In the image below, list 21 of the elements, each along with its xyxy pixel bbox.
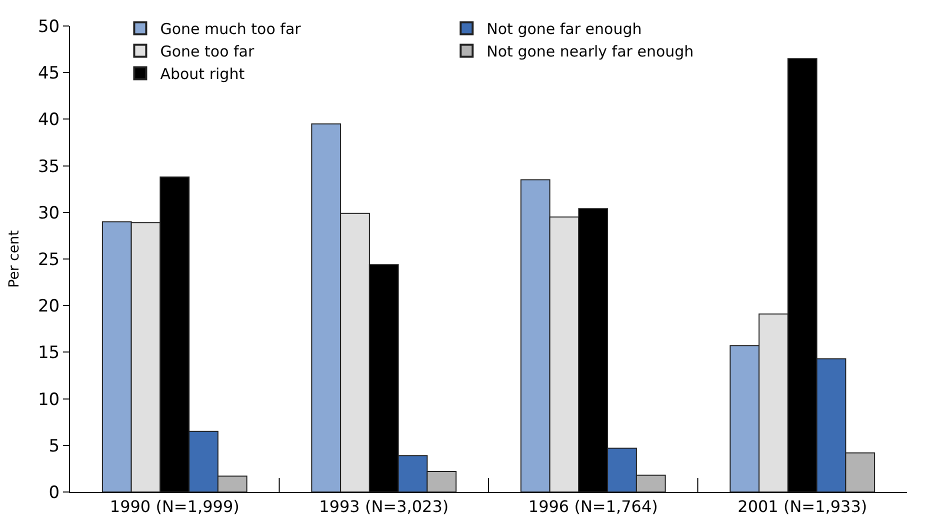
x-tick-label: 1990 (N=1,999) <box>110 497 240 516</box>
y-tick-label: 0 <box>48 482 60 503</box>
y-tick-label: 10 <box>38 390 60 410</box>
legend-label: Not gone far enough <box>486 20 642 38</box>
y-tick-label: 30 <box>38 203 60 224</box>
legend-label: Gone much too far <box>160 20 302 38</box>
y-tick-label: 20 <box>38 296 60 317</box>
legend-label: About right <box>160 65 245 84</box>
y-axis-title: Per cent <box>6 230 23 288</box>
y-tick-label: 15 <box>38 343 60 364</box>
y-tick-label: 5 <box>48 436 60 456</box>
legend-label: Gone too far <box>160 42 255 61</box>
y-tick-label: 50 <box>38 16 60 37</box>
legend-label: Not gone nearly far enough <box>486 42 694 61</box>
x-tick-label: 1996 (N=1,764) <box>528 497 658 516</box>
y-tick-label: 35 <box>38 156 60 177</box>
x-tick-label: 1993 (N=3,023) <box>319 497 449 516</box>
y-tick-label: 40 <box>38 110 60 130</box>
y-tick-label: 25 <box>38 250 60 270</box>
x-tick-label: 2001 (N=1,933) <box>738 497 868 516</box>
y-tick-label: 45 <box>38 64 60 84</box>
